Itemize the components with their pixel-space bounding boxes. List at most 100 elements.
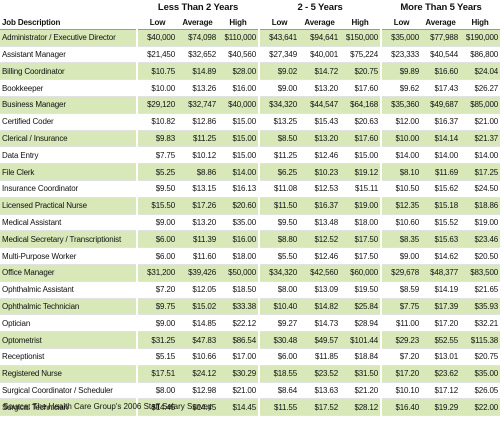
salary-cell: $14.00 bbox=[380, 146, 422, 165]
salary-cell: $190,000 bbox=[460, 29, 500, 47]
salary-cell: $6.00 bbox=[258, 348, 300, 366]
salary-cell: $28.94 bbox=[340, 314, 382, 333]
column-header: High bbox=[460, 15, 500, 30]
salary-cell: $44,547 bbox=[299, 96, 341, 114]
job-title: Medical Secretary / Transcriptionist bbox=[0, 230, 137, 249]
salary-cell: $19.50 bbox=[340, 281, 382, 299]
salary-cell: $26.05 bbox=[460, 382, 500, 400]
salary-cell: $7.20 bbox=[380, 348, 422, 366]
salary-cell: $21.37 bbox=[460, 130, 500, 148]
salary-cell: $28.00 bbox=[218, 62, 260, 81]
table-row: Surgical Technician $14.45 $14.45 $14.45 $11… bbox=[0, 398, 500, 417]
salary-cell: $16.13 bbox=[218, 180, 260, 198]
job-title: Certified Coder bbox=[0, 113, 137, 131]
salary-cell: $13.01 bbox=[421, 348, 461, 366]
salary-cell: $12.46 bbox=[299, 247, 341, 265]
salary-cell: $10.00 bbox=[380, 130, 422, 148]
column-header: Average bbox=[421, 15, 461, 30]
group-header-row: Less Than 2 Years 2 - 5 Years More Than 5 … bbox=[0, 0, 500, 16]
job-title: Administrator / Executive Director bbox=[0, 29, 137, 47]
salary-cell: $8.50 bbox=[258, 130, 300, 148]
salary-cell: $16.60 bbox=[421, 62, 461, 81]
salary-cell: $21.65 bbox=[460, 281, 500, 299]
job-title: Ophthalmic Technician bbox=[0, 298, 137, 316]
table-row: Assistant Manager $21,450 $32,652 $40,560 $2… bbox=[0, 46, 500, 64]
column-header: Average bbox=[177, 15, 218, 30]
salary-cell: $10.82 bbox=[136, 113, 177, 131]
salary-cell: $64,168 bbox=[340, 96, 382, 114]
table-row: Optometrist $31.25 $47.83 $86.54 $30.48 $49.5… bbox=[0, 331, 500, 349]
salary-cell: $16.40 bbox=[380, 398, 422, 417]
salary-cell: $28.12 bbox=[340, 398, 382, 417]
salary-cell: $20.63 bbox=[340, 113, 382, 131]
salary-cell: $8.86 bbox=[177, 163, 218, 181]
salary-cell: $11.08 bbox=[258, 180, 300, 198]
salary-cell: $17.20 bbox=[421, 314, 461, 333]
salary-cell: $26.27 bbox=[460, 79, 500, 97]
job-title: File Clerk bbox=[0, 163, 137, 181]
job-title: Registered Nurse bbox=[0, 365, 137, 383]
salary-cell: $30.29 bbox=[218, 365, 260, 383]
salary-cell: $7.75 bbox=[136, 146, 177, 165]
salary-cell: $14.14 bbox=[421, 130, 461, 148]
salary-cell: $13.48 bbox=[299, 214, 341, 232]
salary-cell: $15.02 bbox=[177, 298, 218, 316]
table-row: Business Manager $29,120 $32,747 $40,000 $34… bbox=[0, 96, 500, 114]
salary-cell: $18.84 bbox=[340, 348, 382, 366]
salary-cell: $74,098 bbox=[177, 29, 218, 47]
salary-cell: $20.60 bbox=[218, 197, 260, 215]
job-title: Optician bbox=[0, 314, 137, 333]
salary-cell: $12.35 bbox=[380, 197, 422, 215]
salary-cell: $18.00 bbox=[218, 247, 260, 265]
salary-cell: $40,001 bbox=[299, 46, 341, 64]
column-header: Low bbox=[258, 15, 300, 30]
column-header: Average bbox=[299, 15, 341, 30]
salary-cell: $60,000 bbox=[340, 264, 382, 282]
table-row: Billing Coordinator $10.75 $14.89 $28.00 $9.… bbox=[0, 62, 500, 81]
salary-cell: $75,224 bbox=[340, 46, 382, 64]
salary-cell: $11.69 bbox=[421, 163, 461, 181]
salary-cell: $10.50 bbox=[380, 180, 422, 198]
job-title: Office Manager bbox=[0, 264, 137, 282]
salary-cell: $13.63 bbox=[299, 382, 341, 400]
salary-cell: $13.20 bbox=[299, 79, 341, 97]
salary-cell: $11.25 bbox=[177, 130, 218, 148]
salary-cell: $8.00 bbox=[136, 382, 177, 400]
salary-cell: $86.54 bbox=[218, 331, 260, 349]
salary-cell: $115.38 bbox=[460, 331, 500, 349]
table-row: Bookkeeper $10.00 $13.26 $16.00 $9.00 $13.20 $… bbox=[0, 79, 500, 97]
salary-cell: $31.25 bbox=[136, 331, 177, 349]
salary-cell: $13.20 bbox=[299, 130, 341, 148]
salary-cell: $7.75 bbox=[380, 298, 422, 316]
salary-cell: $50,000 bbox=[218, 264, 260, 282]
table-row: Receptionist $5.15 $10.66 $17.00 $6.00 $11.85… bbox=[0, 348, 500, 366]
salary-cell: $15.43 bbox=[299, 113, 341, 131]
salary-cell: $9.89 bbox=[380, 62, 422, 81]
salary-cell: $14.19 bbox=[421, 281, 461, 299]
salary-cell: $29,678 bbox=[380, 264, 422, 282]
salary-cell: $49.57 bbox=[299, 331, 341, 349]
salary-cell: $25.84 bbox=[340, 298, 382, 316]
salary-cell: $12.86 bbox=[177, 113, 218, 131]
job-title: Business Manager bbox=[0, 96, 137, 114]
salary-cell: $19.29 bbox=[421, 398, 461, 417]
salary-cell: $14.00 bbox=[421, 146, 461, 165]
salary-cell: $21,450 bbox=[136, 46, 177, 64]
table-row: Registered Nurse $17.51 $24.12 $30.29 $18.55… bbox=[0, 365, 500, 383]
job-title: Ophthalmic Assistant bbox=[0, 281, 137, 299]
salary-cell: $9.00 bbox=[136, 314, 177, 333]
salary-cell: $35,360 bbox=[380, 96, 422, 114]
column-header: Low bbox=[380, 15, 422, 30]
salary-cell: $17.50 bbox=[340, 230, 382, 249]
salary-cell: $39,426 bbox=[177, 264, 218, 282]
salary-cell: $29.23 bbox=[380, 331, 422, 349]
salary-cell: $17.39 bbox=[421, 298, 461, 316]
job-title: Assistant Manager bbox=[0, 46, 137, 64]
salary-cell: $16.00 bbox=[218, 79, 260, 97]
salary-cell: $13.15 bbox=[177, 180, 218, 198]
salary-cell: $40,000 bbox=[136, 29, 177, 47]
salary-cell: $11.39 bbox=[177, 230, 218, 249]
salary-cell: $10.23 bbox=[299, 163, 341, 181]
job-title: Surgical Coordinator / Scheduler bbox=[0, 382, 137, 400]
